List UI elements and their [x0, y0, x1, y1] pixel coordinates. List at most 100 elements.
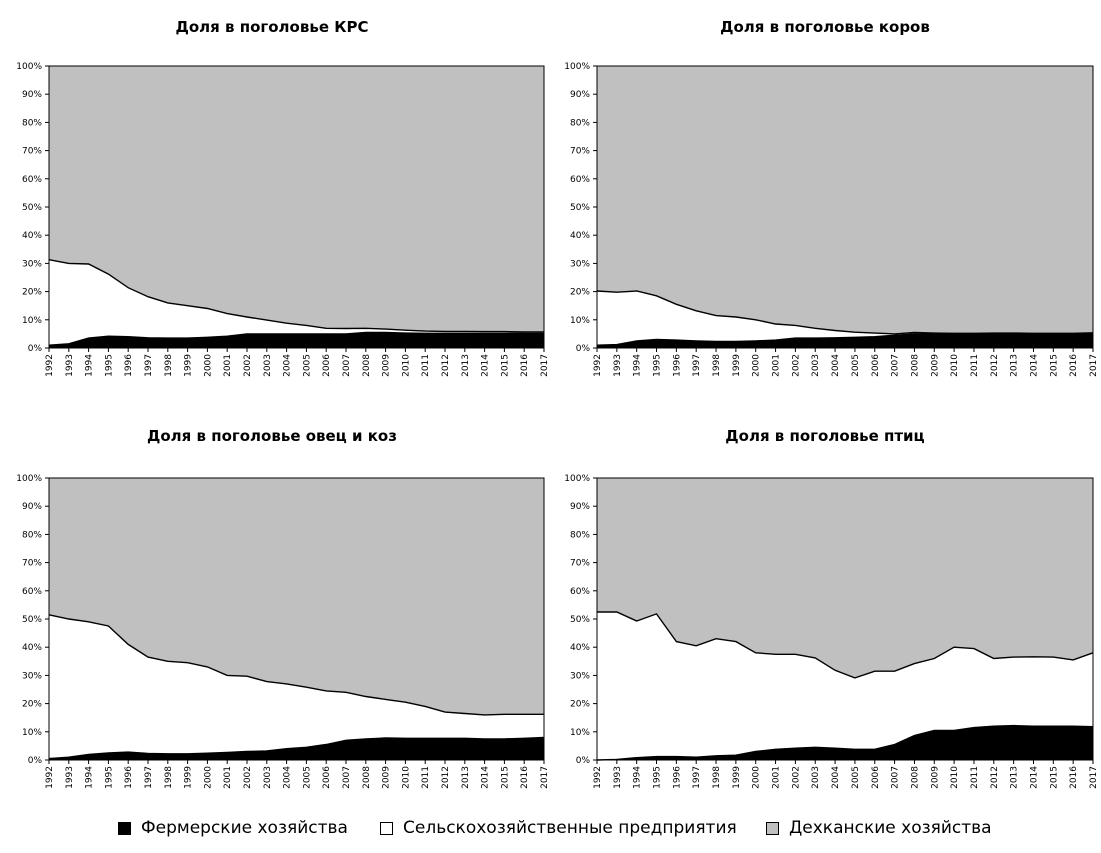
x-tick-label: 2005 — [851, 354, 861, 377]
legend-label-farm: Фермерские хозяйства — [141, 818, 348, 838]
y-tick-label: 40% — [22, 643, 42, 653]
chart-title: Доля в поголовье КРС — [176, 18, 369, 36]
area-farm — [49, 332, 544, 348]
boundary-line-farm — [596, 333, 1093, 346]
x-tick-label: 1999 — [184, 354, 194, 377]
y-tick-label: 10% — [22, 728, 42, 738]
y-tick-label: 80% — [570, 118, 590, 128]
x-tick-label: 1996 — [672, 354, 682, 377]
x-tick-label: 2004 — [283, 354, 293, 377]
x-tick-label: 2008 — [362, 354, 372, 377]
x-tick-label: 1993 — [65, 766, 75, 789]
y-tick-label: 40% — [570, 643, 590, 653]
x-tick-label: 1999 — [732, 766, 742, 789]
legend-swatch-farm — [118, 821, 131, 835]
x-tick-label: 1993 — [613, 766, 623, 789]
area-dekhkan — [49, 66, 544, 332]
y-tick-label: 20% — [22, 288, 42, 298]
y-tick-label: 40% — [22, 231, 42, 241]
x-tick-label: 2000 — [752, 354, 762, 377]
x-tick-label: 2010 — [401, 766, 411, 789]
x-tick-label: 2013 — [1010, 354, 1020, 377]
legend: Фермерские хозяйства Сельскохозяйственны… — [0, 818, 1101, 844]
x-tick-label: 2016 — [520, 766, 530, 789]
x-tick-label: 1998 — [164, 354, 174, 377]
boundary-line-farm — [48, 736, 545, 760]
y-tick-label: 60% — [22, 587, 42, 597]
x-tick-label: 2011 — [421, 354, 431, 377]
y-tick-label: 30% — [570, 259, 590, 269]
y-tick-label: 60% — [570, 587, 590, 597]
boundary-line-agro-enterprises — [596, 290, 1094, 335]
x-tick-label: 2017 — [540, 766, 550, 789]
x-tick-label: 2016 — [1069, 354, 1079, 377]
x-tick-label: 2004 — [831, 766, 841, 789]
y-tick-label: 0% — [576, 756, 591, 766]
y-tick-label: 100% — [16, 474, 42, 484]
x-tick-label: 2000 — [752, 766, 762, 789]
x-tick-label: 2012 — [990, 354, 1000, 377]
y-tick-label: 0% — [28, 344, 43, 354]
x-tick-label: 2007 — [342, 766, 352, 789]
y-tick-label: 50% — [570, 203, 590, 213]
y-tick-label: 60% — [22, 175, 42, 185]
x-tick-label: 2006 — [871, 354, 881, 377]
y-tick-label: 70% — [570, 147, 590, 157]
x-tick-label: 1998 — [164, 766, 174, 789]
x-tick-label: 1999 — [732, 354, 742, 377]
x-tick-label: 2009 — [382, 354, 392, 377]
x-tick-label: 1994 — [85, 354, 95, 377]
legend-swatch-dekhkan — [766, 821, 779, 835]
x-tick-label: 2000 — [203, 354, 213, 377]
x-tick-label: 1998 — [712, 354, 722, 377]
x-tick-label: 2014 — [481, 354, 491, 377]
x-tick-label: 1999 — [184, 766, 194, 789]
x-tick-label: 1992 — [45, 766, 55, 789]
x-tick-label: 2014 — [481, 766, 491, 789]
x-tick-label: 2014 — [1030, 766, 1040, 789]
x-tick-label: 2007 — [342, 354, 352, 377]
x-tick-label: 2009 — [930, 354, 940, 377]
x-tick-label: 2011 — [970, 354, 980, 377]
legend-item-dekhkan: Дехканские хозяйства — [766, 818, 992, 838]
x-tick-label: 2015 — [1049, 354, 1059, 377]
x-tick-label: 1992 — [593, 354, 603, 377]
x-tick-label: 1996 — [672, 766, 682, 789]
chart-2: Доля в поголовье коров 0% 10% 20% 30% 40% 50% 6… — [564, 18, 1099, 377]
x-tick-label: 1993 — [613, 354, 623, 377]
area-agro-enterprises — [49, 614, 544, 759]
x-tick-label: 2001 — [223, 766, 233, 789]
x-tick-label: 2001 — [772, 766, 782, 789]
y-tick-label: 90% — [570, 502, 590, 512]
x-tick-label: 2001 — [223, 354, 233, 377]
x-tick-label: 2012 — [441, 766, 451, 789]
x-tick-label: 1992 — [45, 354, 55, 377]
chart-title: Доля в поголовье птиц — [725, 427, 924, 445]
x-tick-label: 2003 — [263, 766, 273, 789]
x-tick-label: 2009 — [930, 766, 940, 789]
x-tick-label: 2009 — [382, 766, 392, 789]
x-tick-label: 2002 — [791, 354, 801, 377]
boundary-line-farm — [48, 331, 544, 346]
x-tick-label: 2006 — [322, 766, 332, 789]
x-tick-label: 1998 — [712, 766, 722, 789]
x-tick-label: 2010 — [401, 354, 411, 377]
y-tick-label: 30% — [22, 671, 42, 681]
x-tick-label: 1996 — [124, 354, 134, 377]
y-tick-label: 0% — [28, 756, 43, 766]
legend-item-agro-enterprises: Сельскохозяйственные предприятия — [380, 818, 737, 838]
boundary-line-agro-enterprises — [597, 611, 1094, 679]
x-tick-label: 2014 — [1030, 354, 1040, 377]
legend-label-agro-enterprises: Сельскохозяйственные предприятия — [403, 818, 737, 838]
boundary-line-farm — [596, 724, 1094, 761]
area-dekhkan — [597, 66, 1093, 334]
y-tick-label: 50% — [570, 615, 590, 625]
x-tick-label: 2011 — [421, 766, 431, 789]
y-tick-label: 100% — [16, 62, 42, 72]
y-tick-label: 20% — [22, 700, 42, 710]
y-tick-label: 40% — [570, 231, 590, 241]
legend-label-dekhkan: Дехканские хозяйства — [789, 818, 992, 838]
x-tick-label: 2003 — [811, 354, 821, 377]
area-farm — [597, 725, 1093, 760]
